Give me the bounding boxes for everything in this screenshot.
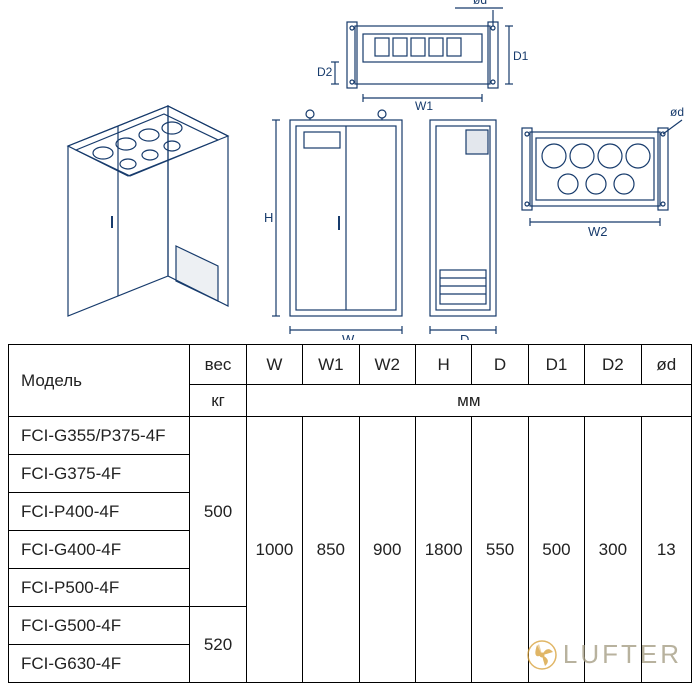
svg-text:ød: ød [670, 105, 684, 119]
table-row: FCI-G375-4F [9, 455, 190, 493]
table-row: FCI-G630-4F [9, 645, 190, 683]
col-model: Модель [9, 345, 190, 417]
dim-W2: 900 [359, 417, 415, 683]
svg-text:D2: D2 [317, 65, 333, 79]
col-W: W [246, 345, 302, 385]
col-phid: ød [641, 345, 691, 385]
table-row: FCI-G500-4F [9, 607, 190, 645]
fan-icon [527, 640, 557, 670]
col-H: H [415, 345, 471, 385]
dim-H: 1800 [415, 417, 471, 683]
weight-val: 500 [190, 417, 246, 607]
table-row: FCI-G400-4F [9, 531, 190, 569]
unit-dims: мм [246, 385, 691, 417]
svg-text:W1: W1 [415, 99, 433, 113]
col-D1: D1 [528, 345, 584, 385]
brand-name: LUFTER [563, 639, 682, 670]
technical-drawings: ød D1 D2 W1 [0, 0, 700, 340]
col-D: D [472, 345, 528, 385]
table-row: FCI-P500-4F [9, 569, 190, 607]
col-W1: W1 [303, 345, 359, 385]
svg-text:W2: W2 [588, 224, 608, 239]
svg-text:D: D [460, 332, 469, 340]
table-row: FCI-G355/P375-4F [9, 417, 190, 455]
dim-W: 1000 [246, 417, 302, 683]
svg-text:W: W [342, 332, 355, 340]
svg-text:ød: ød [473, 0, 487, 7]
dimensions-table: Модель вес W W1 W2 H D D1 D2 ød кг мм FC… [8, 344, 692, 683]
dim-D: 550 [472, 417, 528, 683]
col-weight: вес [190, 345, 246, 385]
dim-W1: 850 [303, 417, 359, 683]
weight-val: 520 [190, 607, 246, 683]
svg-text:H: H [264, 210, 273, 225]
unit-weight: кг [190, 385, 246, 417]
col-D2: D2 [585, 345, 641, 385]
brand-logo: LUFTER [527, 639, 682, 670]
svg-text:D1: D1 [513, 49, 529, 63]
table-row: FCI-P400-4F [9, 493, 190, 531]
col-W2: W2 [359, 345, 415, 385]
